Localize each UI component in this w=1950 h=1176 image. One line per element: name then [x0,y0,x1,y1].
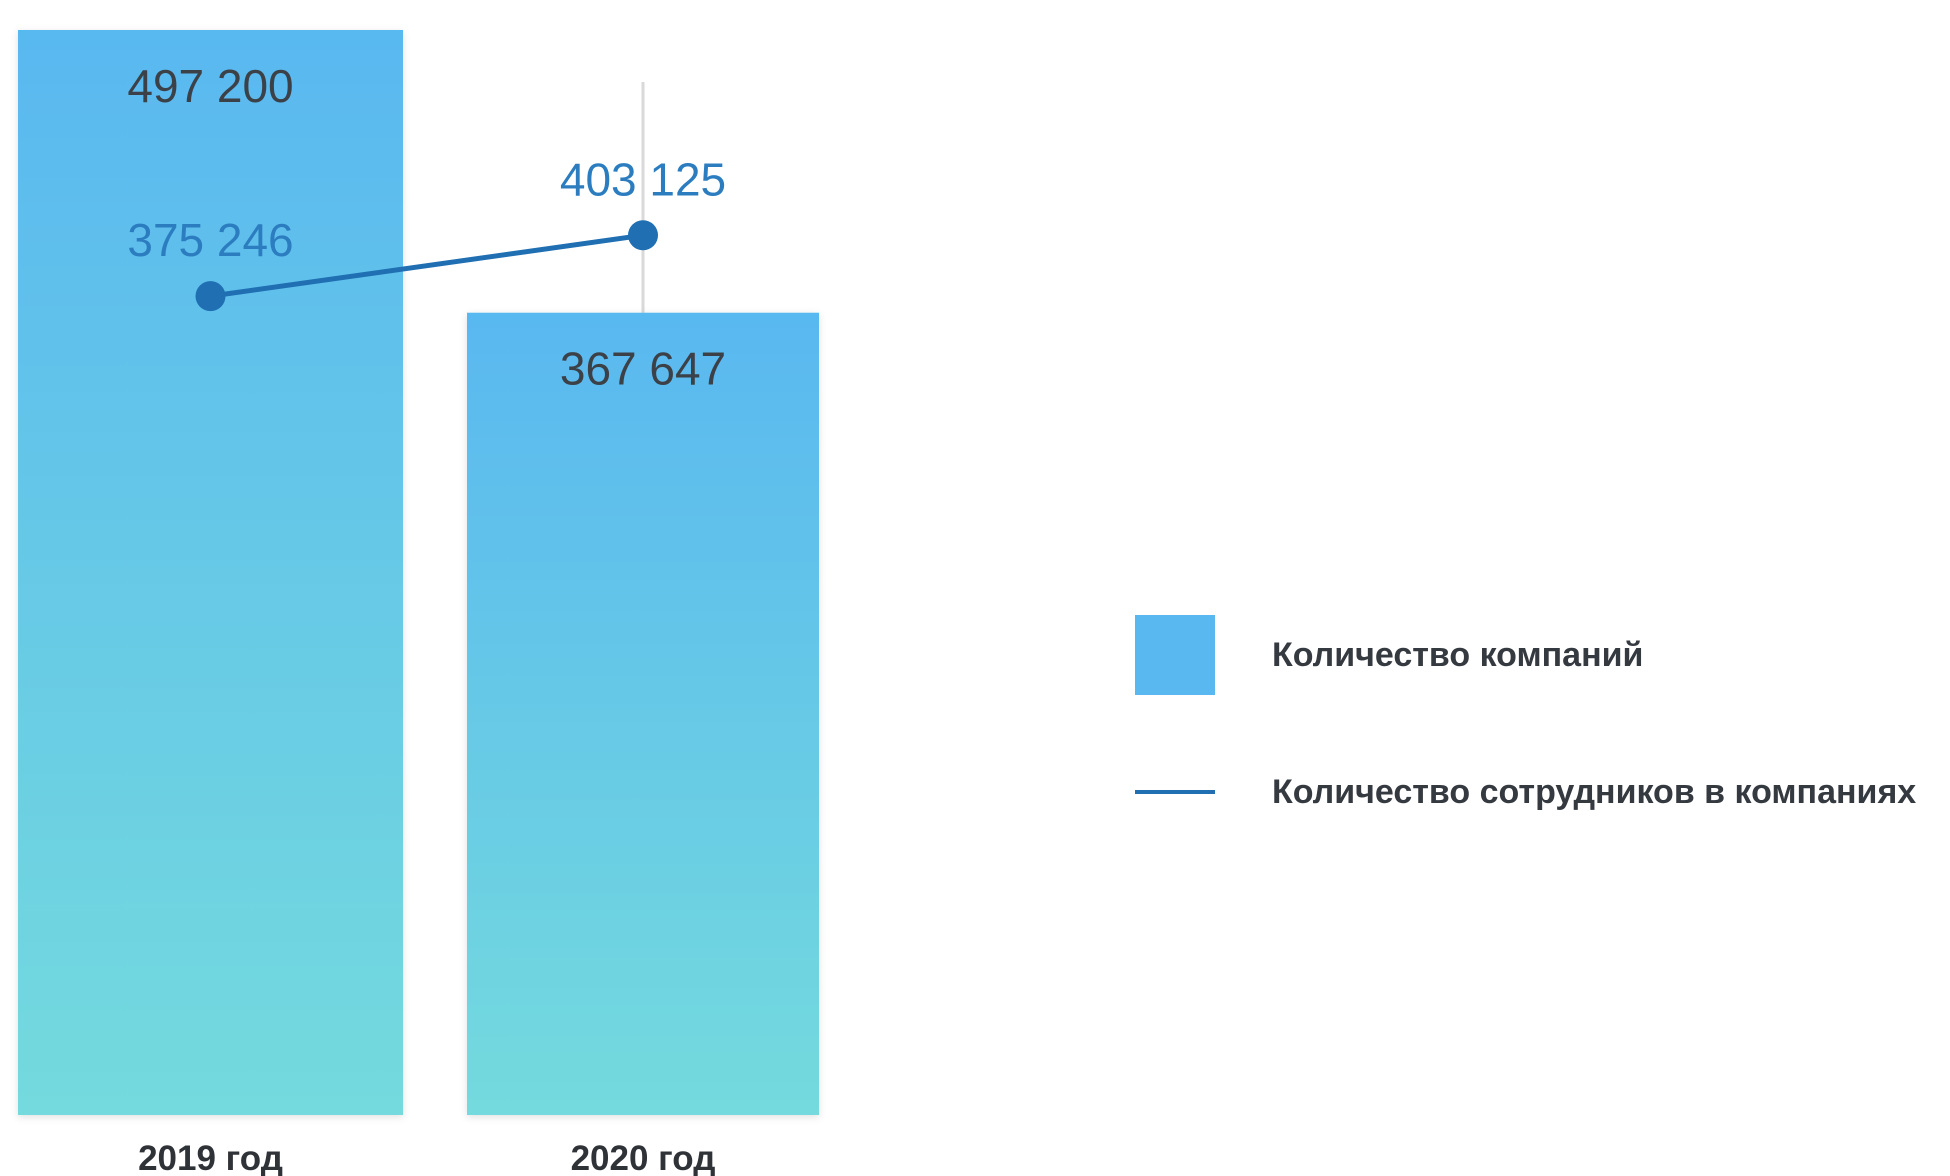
x-axis-labels: 2019 год 2020 год [138,1139,715,1176]
legend-item-employees: Количество сотрудников в компаниях [1135,752,1950,832]
line-point-0 [195,281,226,312]
legend-label-employees: Количество сотрудников в компаниях [1272,773,1917,811]
category-label-1: 2020 год [571,1139,716,1176]
legend-line-swatch [1135,790,1215,794]
bar-value-label-0: 497 200 [127,60,293,112]
legend-label-companies: Количество компаний [1272,636,1644,674]
line-value-label-0: 375 246 [127,214,293,266]
line-value-label-1: 403 125 [560,153,726,205]
data-labels: 497 200 367 647 375 246 403 125 [127,60,726,395]
line-point-1 [628,220,658,251]
line-series [195,220,658,312]
bar-series [18,30,819,1115]
legend-item-companies: Количество компаний [1135,615,1950,695]
bar-0 [18,30,403,1115]
legend-bar-swatch [1135,615,1215,695]
employees-line [210,232,644,299]
bar-1 [467,312,819,1115]
category-label-0: 2019 год [138,1139,283,1176]
bar-value-label-1: 367 647 [560,343,726,395]
